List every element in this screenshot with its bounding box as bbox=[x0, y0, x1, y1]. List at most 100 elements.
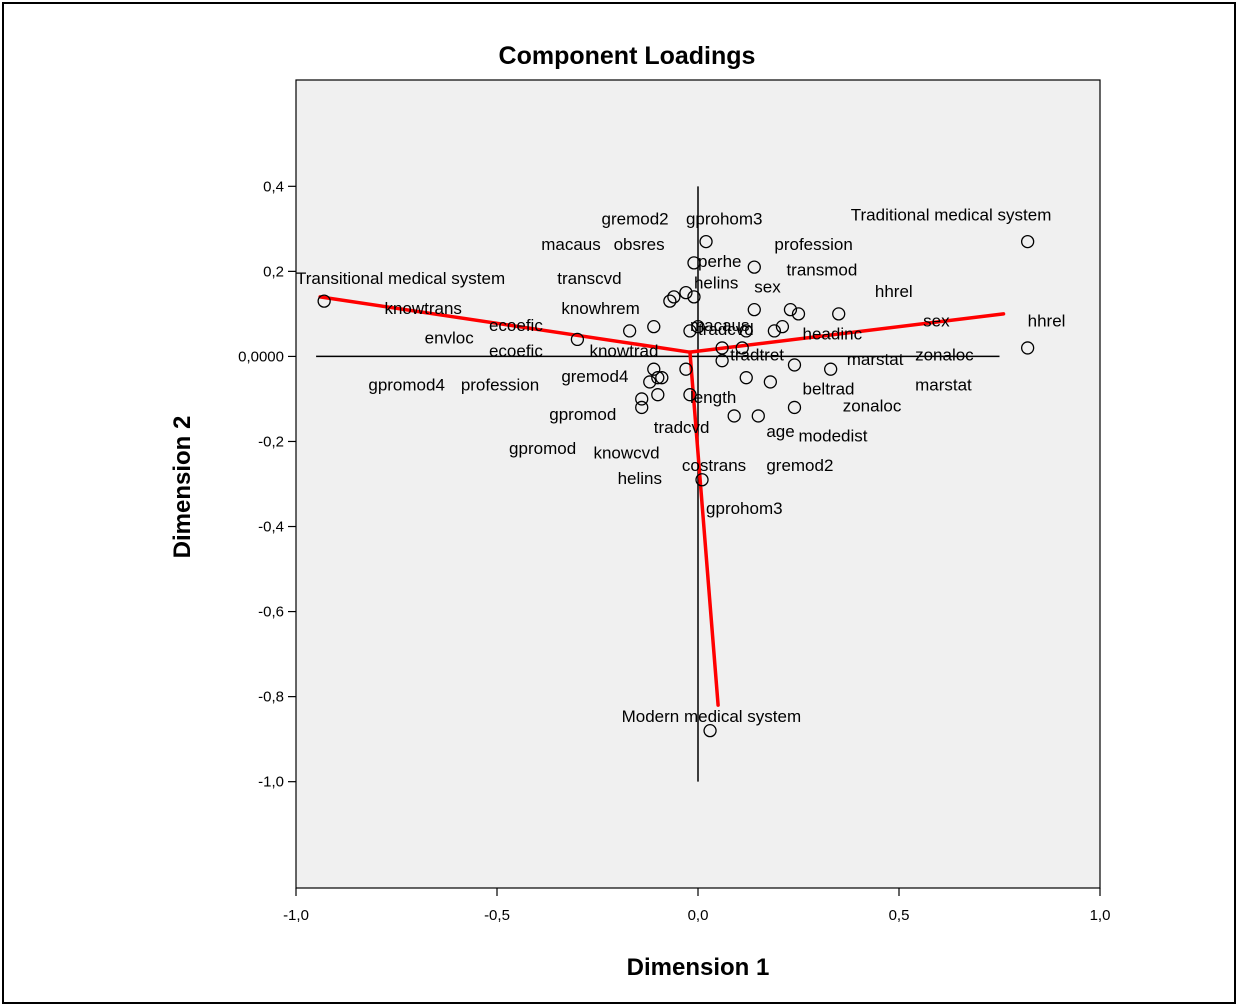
point-label-32: tradcvd bbox=[698, 320, 754, 339]
point-label-2: Transitional medical system bbox=[296, 269, 505, 288]
y-axis-title: Dimension 2 bbox=[169, 416, 196, 559]
chart-title: Component Loadings bbox=[499, 42, 756, 70]
data-point-23 bbox=[832, 307, 846, 321]
y-tick-label-1: 0,4 bbox=[263, 178, 284, 195]
data-point-6 bbox=[687, 256, 701, 270]
data-point-16 bbox=[691, 320, 705, 334]
y-tick-label-7: -0,8 bbox=[258, 689, 284, 706]
data-point-40 bbox=[787, 400, 802, 415]
data-point-12 bbox=[667, 290, 681, 304]
data-point-21 bbox=[783, 302, 798, 317]
data-point-1 bbox=[317, 294, 331, 308]
data-point-19 bbox=[767, 324, 782, 338]
point-label-4: hhrel bbox=[875, 282, 913, 301]
point-labels: Traditional medical system Transitional m… bbox=[296, 205, 1065, 726]
y-tick-label-4: -0,2 bbox=[258, 433, 284, 450]
data-point-4 bbox=[703, 724, 717, 738]
point-label-40: helins bbox=[618, 469, 662, 488]
y-tick-label-8: -1,0 bbox=[258, 774, 284, 791]
point-label-21: perhe bbox=[698, 252, 741, 271]
data-point-39 bbox=[763, 375, 778, 389]
data-point-30 bbox=[643, 375, 657, 389]
point-label-27: ecoefic bbox=[489, 316, 543, 335]
data-point-36 bbox=[679, 362, 693, 376]
data-point-11 bbox=[663, 294, 677, 308]
x-tick-label-5: 1,0 bbox=[1090, 907, 1111, 924]
point-label-20: obsres bbox=[614, 235, 665, 254]
data-point-17 bbox=[747, 302, 761, 317]
point-label-8: marstat bbox=[847, 350, 904, 369]
x-tick-label-3: 0,0 bbox=[688, 907, 709, 924]
point-label-26: knowhrem bbox=[561, 299, 639, 318]
point-label-24: transcvd bbox=[557, 269, 621, 288]
point-label-29: ecoefic bbox=[489, 341, 543, 360]
data-point-8 bbox=[570, 332, 585, 347]
axes: -1,0 -0,5 0,0 0,5 1,0 0,4 0,2 0,0000 -0,2 -0,4 -0,… bbox=[238, 178, 1110, 924]
point-label-22: helins bbox=[694, 273, 738, 292]
loading-vector-3 bbox=[688, 350, 720, 707]
point-label-23: sex bbox=[754, 278, 781, 297]
data-point-10 bbox=[647, 320, 661, 334]
loading-vector-1 bbox=[318, 295, 692, 354]
point-label-9: zonaloc bbox=[843, 397, 902, 416]
y-tick-label-6: -0,6 bbox=[258, 604, 284, 621]
point-label-11: transmod bbox=[786, 261, 857, 280]
point-label-30: knowtrad bbox=[589, 341, 658, 360]
point-label-17: gremod2 bbox=[602, 210, 669, 229]
point-label-42: tradcvd bbox=[654, 418, 710, 437]
data-point-34 bbox=[635, 392, 649, 406]
point-label-18: gprohom3 bbox=[686, 210, 763, 229]
point-label-38: gpromod bbox=[509, 439, 576, 458]
point-label-31: macaus bbox=[690, 316, 750, 335]
loading-vector-2 bbox=[688, 312, 1006, 354]
y-tick-label-2: 0,2 bbox=[263, 263, 284, 280]
data-point-22 bbox=[791, 307, 806, 321]
data-point-42 bbox=[727, 409, 741, 423]
y-tick-label-5: -0,4 bbox=[258, 519, 284, 536]
data-point-3 bbox=[1020, 341, 1035, 355]
point-label-25: knowtrans bbox=[384, 299, 461, 318]
point-label-10: profession bbox=[774, 235, 852, 254]
y-tick-label-3: 0,0000 bbox=[238, 348, 284, 365]
point-label-37: gpromod bbox=[549, 405, 616, 424]
point-label-44: gprohom3 bbox=[706, 499, 783, 518]
point-label-1: Traditional medical system bbox=[851, 205, 1052, 224]
data-point-32 bbox=[655, 371, 669, 385]
point-label-19: macaus bbox=[541, 235, 601, 254]
point-label-15: age bbox=[766, 422, 794, 441]
data-point-41 bbox=[751, 409, 765, 423]
point-label-45: Modern medical system bbox=[622, 707, 802, 726]
data-point-15 bbox=[683, 324, 697, 338]
point-label-28: envloc bbox=[425, 329, 475, 348]
data-point-5 bbox=[699, 234, 713, 249]
point-label-36: gremod4 bbox=[561, 367, 628, 386]
data-point-33 bbox=[651, 388, 665, 402]
data-point-28 bbox=[824, 362, 838, 376]
data-points bbox=[317, 234, 1035, 738]
data-point-25 bbox=[715, 354, 729, 368]
data-point-14 bbox=[687, 290, 701, 304]
data-point-26 bbox=[735, 341, 749, 355]
data-point-35 bbox=[635, 400, 649, 415]
data-point-27 bbox=[787, 358, 802, 372]
data-point-20 bbox=[775, 320, 790, 334]
point-label-33: tradtret bbox=[730, 346, 784, 365]
loading-vectors bbox=[318, 295, 1006, 707]
data-point-2 bbox=[1020, 234, 1035, 249]
x-tick-label-1: -1,0 bbox=[283, 907, 309, 924]
x-tick-label-2: -0,5 bbox=[484, 907, 510, 924]
point-label-6: zonaloc bbox=[915, 346, 974, 365]
point-label-13: beltrad bbox=[803, 380, 855, 399]
data-point-24 bbox=[715, 341, 729, 355]
point-label-34: gpromod4 bbox=[368, 375, 445, 394]
data-point-13 bbox=[679, 285, 693, 300]
point-label-3: hhrel bbox=[1028, 312, 1066, 331]
point-label-35: profession bbox=[461, 375, 539, 394]
point-label-12: headinc bbox=[803, 324, 863, 343]
data-point-18 bbox=[739, 324, 753, 338]
point-label-43: costrans bbox=[682, 456, 746, 475]
data-point-43 bbox=[695, 473, 709, 487]
point-label-39: knowcvd bbox=[593, 443, 659, 462]
point-label-41: length bbox=[690, 388, 736, 407]
